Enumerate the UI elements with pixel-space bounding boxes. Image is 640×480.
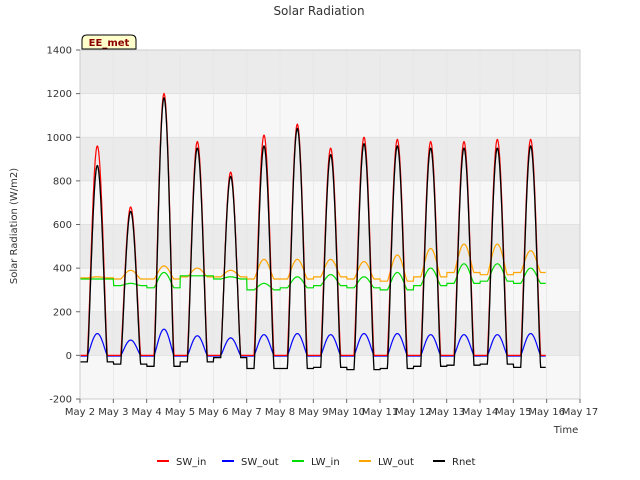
y-tick-label: 0 (66, 351, 72, 362)
x-axis-label: Time (553, 425, 578, 436)
plot-band (80, 180, 580, 225)
x-tick-label: May 7 (232, 407, 262, 418)
x-tick-label: May 4 (132, 407, 162, 418)
plot-band (80, 355, 580, 399)
x-tick-label: May 9 (298, 407, 328, 418)
plot-band (80, 93, 580, 138)
y-axis-ticks: -200 0 200 400 600 800 1000 1200 1400 (47, 46, 80, 406)
x-tick-label: May 15 (495, 407, 532, 418)
y-tick-label: 1200 (47, 89, 72, 100)
x-tick-label: May 17 (562, 407, 599, 418)
plot-background-bands (80, 50, 580, 399)
x-tick-label: May 11 (362, 407, 399, 418)
plot-band (80, 50, 580, 94)
y-axis-label: Solar Radiation (W/m2) (9, 168, 20, 284)
x-tick-label: May 13 (428, 407, 465, 418)
x-axis-ticks: May 2 May 3 May 4 May 5 May 6 May 7 May 8 May 9… (65, 399, 598, 418)
legend: SW_in SW_out LW_in LW_out Rnet (157, 457, 475, 468)
legend-label: LW_in (311, 457, 340, 468)
x-tick-label: May 16 (528, 407, 565, 418)
legend-label: LW_out (378, 457, 414, 468)
y-tick-label: 1400 (47, 46, 72, 57)
series-lines (80, 92, 546, 371)
legend-label: SW_out (241, 457, 279, 468)
y-tick-label: 1000 (47, 133, 72, 144)
series-line-lw-out (80, 243, 546, 282)
y-tick-label: -200 (49, 395, 72, 406)
y-tick-label: 800 (53, 176, 72, 187)
y-tick-label: 200 (53, 307, 72, 318)
y-tick-label: 600 (53, 220, 72, 231)
chart-title: Solar Radiation (273, 4, 364, 18)
legend-label: Rnet (452, 457, 475, 468)
station-badge: EE_met (81, 34, 137, 50)
legend-label: SW_in (176, 457, 206, 468)
plot-band (80, 224, 580, 269)
x-tick-label: May 10 (328, 407, 365, 418)
series-line-lw-in (80, 263, 546, 291)
x-tick-label: May 8 (265, 407, 295, 418)
x-tick-label: May 5 (165, 407, 195, 418)
x-tick-label: May 14 (462, 407, 499, 418)
station-badge-label: EE_met (89, 38, 130, 49)
plot-band (80, 268, 580, 312)
plot-band (80, 311, 580, 356)
x-tick-label: May 6 (198, 407, 228, 418)
x-tick-label: May 3 (98, 407, 128, 418)
y-tick-label: 400 (53, 264, 72, 275)
series-line-rnet (80, 96, 546, 371)
x-tick-label: May 12 (395, 407, 432, 418)
x-tick-label: May 2 (65, 407, 95, 418)
